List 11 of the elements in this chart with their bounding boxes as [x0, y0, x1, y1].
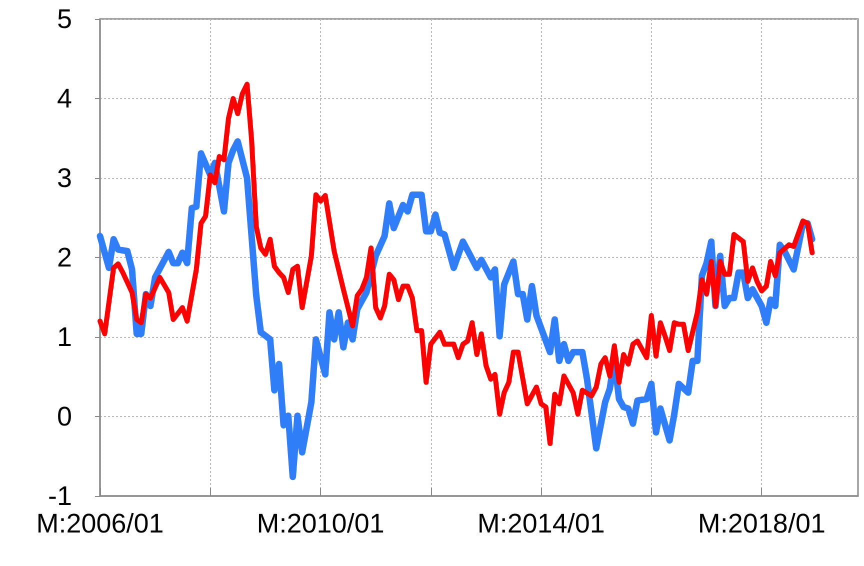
y-tick-label: 3: [56, 163, 72, 193]
y-tick-label: 5: [56, 4, 72, 34]
x-tick-label: M:2018/01: [698, 508, 826, 538]
y-tick-label: 0: [56, 402, 72, 432]
y-tick-label: 1: [56, 322, 72, 352]
x-tick-label: M:2014/01: [477, 508, 605, 538]
x-tick-label: M:2006/01: [36, 508, 164, 538]
y-tick-label: -1: [48, 481, 72, 511]
y-tick-label: 4: [56, 84, 72, 114]
x-tick-label: M:2010/01: [256, 508, 384, 538]
y-tick-label: 2: [56, 242, 72, 272]
